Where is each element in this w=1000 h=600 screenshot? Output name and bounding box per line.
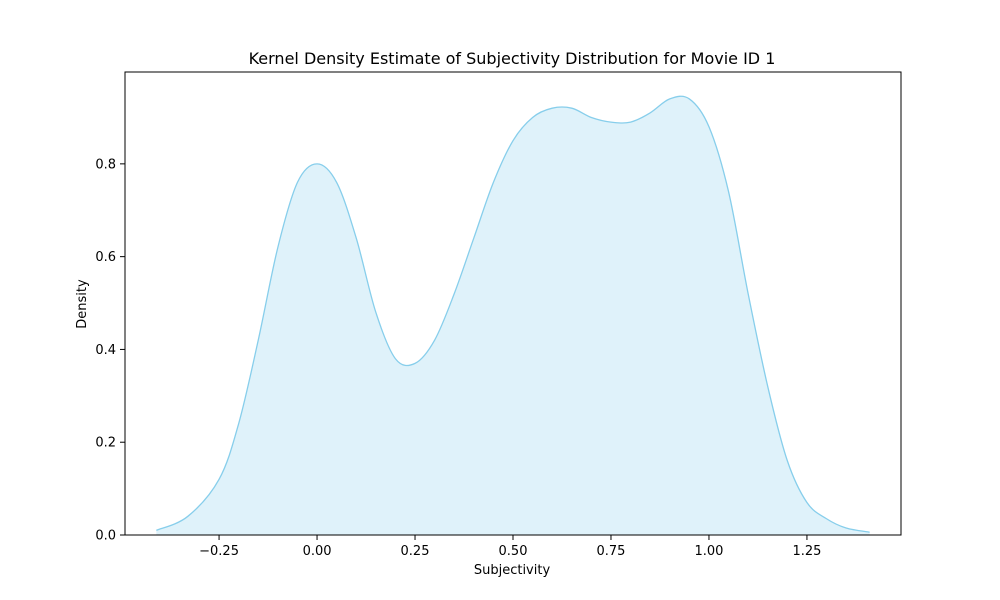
y-tick-label: 0.4: [95, 343, 116, 358]
x-tick-label: 0.25: [401, 544, 430, 559]
chart-title: Kernel Density Estimate of Subjectivity …: [249, 49, 776, 68]
y-tick-label: 0.8: [95, 157, 116, 172]
y-tick-label: 0.2: [95, 436, 116, 451]
y-tick-label: 0.0: [95, 529, 116, 544]
x-tick-label: 1.25: [792, 544, 821, 559]
x-axis: −0.25 0.00 0.25 0.50 0.75 1.00 1.25: [199, 535, 821, 559]
plot-area: [156, 95, 870, 536]
x-tick-label: 1.00: [694, 544, 723, 559]
x-tick-label: −0.25: [199, 544, 239, 559]
x-axis-label: Subjectivity: [474, 563, 551, 578]
x-tick-label: 0.50: [499, 544, 528, 559]
x-tick-label: 0.00: [303, 544, 332, 559]
y-axis-label: Density: [75, 279, 90, 329]
y-axis: 0.0 0.2 0.4 0.6 0.8: [95, 157, 125, 544]
density-line: [156, 95, 870, 533]
x-tick-label: 0.75: [597, 544, 626, 559]
density-area: [156, 96, 870, 536]
y-tick-label: 0.6: [95, 250, 116, 265]
